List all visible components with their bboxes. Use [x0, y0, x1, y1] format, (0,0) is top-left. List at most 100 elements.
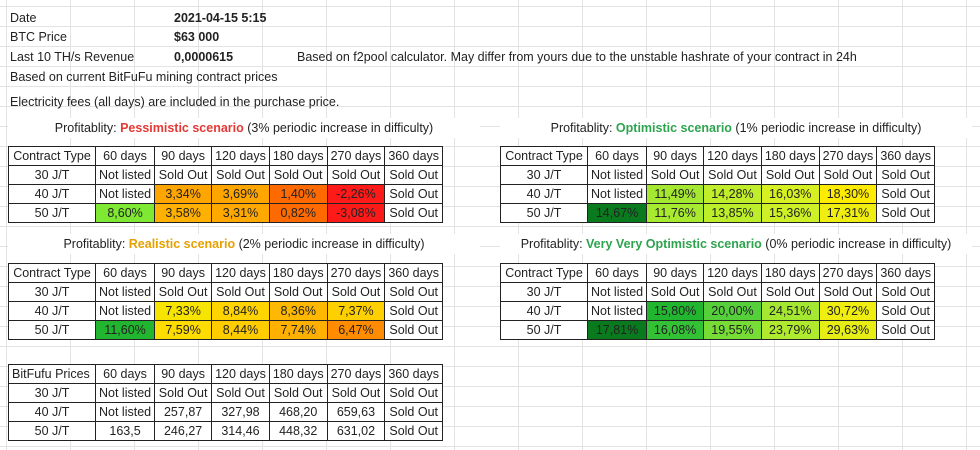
table-cell: 24,51% — [760, 301, 820, 321]
table-cell: Sold Out — [268, 165, 328, 185]
table-cell: Not listed — [94, 282, 156, 302]
table-cell: Sold Out — [268, 282, 328, 302]
table-cell: Sold Out — [384, 402, 444, 422]
column-header: 180 days — [268, 263, 328, 283]
table-cell: Sold Out — [818, 282, 878, 302]
table-row: 30 J/T Not listed Sold Out Sold Out Sold Out… — [500, 282, 936, 302]
row-label: 40 J/T — [500, 301, 588, 321]
table-cell: 13,85% — [703, 203, 762, 223]
row-label: 40 J/T — [8, 402, 96, 422]
table-cell: Sold Out — [760, 165, 820, 185]
table-cell: Sold Out — [876, 203, 936, 223]
table-row: 50 J/T 17,81% 16,08% 19,55% 23,79% 29,63% Sold… — [500, 320, 936, 340]
table-cell: Not listed — [586, 184, 648, 204]
optimistic-table: Contract Type 60 days 90 days 120 days 180 d… — [500, 146, 936, 223]
title-suffix: (3% periodic increase in difficulty) — [243, 121, 434, 135]
table-cell: Not listed — [94, 165, 156, 185]
row-label: 40 J/T — [8, 301, 96, 321]
table-cell: 7,59% — [154, 320, 213, 340]
table-cell: 7,33% — [154, 301, 213, 321]
column-header: 360 days — [384, 263, 444, 283]
table-cell: 14,28% — [703, 184, 762, 204]
table-cell: Not listed — [586, 165, 648, 185]
scenario-name: Very Very Optimistic scenario — [586, 237, 762, 251]
table-cell: Sold Out — [268, 383, 328, 403]
table-cell: 16,08% — [646, 320, 705, 340]
table-cell: Sold Out — [818, 165, 878, 185]
column-header: 120 days — [211, 364, 270, 384]
table-cell: Sold Out — [384, 421, 444, 441]
contract-prices-note: Based on current BitFuFu mining contract… — [10, 70, 278, 84]
scenario-name: Realistic scenario — [128, 237, 236, 251]
title-suffix: (2% periodic increase in difficulty) — [235, 237, 425, 251]
column-header: 270 days — [326, 146, 386, 166]
column-header: 60 days — [94, 146, 156, 166]
column-header: 90 days — [154, 146, 213, 166]
table-cell: Sold Out — [703, 165, 762, 185]
date-value: 2021-04-15 5:15 — [174, 11, 267, 25]
column-header-type: BitFufu Prices — [8, 364, 96, 384]
table-cell: Not listed — [586, 282, 648, 302]
column-header: 270 days — [326, 263, 386, 283]
table-cell: 468,20 — [268, 402, 328, 422]
column-header: 90 days — [154, 263, 213, 283]
table-cell: 7,37% — [326, 301, 386, 321]
table-cell: Sold Out — [876, 165, 936, 185]
table-cell: Sold Out — [876, 184, 936, 204]
table-cell: 3,58% — [154, 203, 213, 223]
table-cell: Sold Out — [646, 165, 705, 185]
btc-price-value: $63 000 — [174, 30, 220, 44]
table-cell: Not listed — [94, 301, 156, 321]
title-prefix: Profitablity: — [550, 121, 616, 135]
pessimistic-title: Profitablity: Pessimistic scenario (3% p… — [8, 118, 480, 138]
column-header: 180 days — [760, 263, 820, 283]
table-cell: Not listed — [94, 383, 156, 403]
table-header-row: Contract Type 60 days 90 days 120 days 180 d… — [8, 146, 444, 166]
table-cell: Sold Out — [384, 301, 444, 321]
table-cell: 29,63% — [818, 320, 878, 340]
table-cell: 17,81% — [586, 320, 648, 340]
table-cell: 257,87 — [154, 402, 213, 422]
column-header: 180 days — [268, 364, 328, 384]
table-row: 40 J/T Not listed 3,34% 3,69% 1,40% -2,26% Sol… — [8, 184, 444, 204]
column-header: 360 days — [384, 146, 444, 166]
row-label: 40 J/T — [500, 184, 588, 204]
date-label: Date — [10, 11, 37, 25]
table-row: 30 J/T Not listed Sold Out Sold Out Sold Out… — [8, 165, 444, 185]
table-cell: Sold Out — [760, 282, 820, 302]
column-header: 120 days — [703, 146, 762, 166]
row-label: 50 J/T — [8, 320, 96, 340]
table-cell: 30,72% — [818, 301, 878, 321]
column-header: 120 days — [211, 146, 270, 166]
table-cell: 17,31% — [818, 203, 878, 223]
revenue-label: Last 10 TH/s Revenue — [10, 50, 135, 64]
table-cell: Sold Out — [384, 184, 444, 204]
row-label: 50 J/T — [500, 203, 588, 223]
table-cell: 246,27 — [154, 421, 213, 441]
table-cell: Sold Out — [384, 203, 444, 223]
table-cell: Sold Out — [876, 320, 936, 340]
table-header-row: Contract Type 60 days 90 days 120 days 180 d… — [500, 263, 936, 283]
title-suffix: (0% periodic increase in difficulty) — [761, 237, 952, 251]
table-row: 30 J/T Not listed Sold Out Sold Out Sold Out… — [8, 282, 444, 302]
table-cell: 8,84% — [211, 301, 270, 321]
table-cell: 11,60% — [94, 320, 156, 340]
row-label: 30 J/T — [500, 165, 588, 185]
column-header: 60 days — [94, 364, 156, 384]
row-label: 30 J/T — [8, 165, 96, 185]
table-cell: 631,02 — [326, 421, 386, 441]
column-header: 90 days — [646, 146, 705, 166]
title-prefix: Profitablity: — [54, 121, 121, 135]
table-cell: Sold Out — [154, 383, 213, 403]
very-optimistic-title: Profitablity: Very Very Optimistic scena… — [500, 234, 972, 254]
table-cell: Sold Out — [876, 282, 936, 302]
table-row: 40 J/T Not listed 15,80% 20,00% 24,51% 30,72%… — [500, 301, 936, 321]
title-suffix: (1% periodic increase in difficulty) — [731, 121, 922, 135]
table-cell: Sold Out — [211, 282, 270, 302]
column-header: 360 days — [876, 263, 936, 283]
table-cell: Sold Out — [646, 282, 705, 302]
table-cell: 8,44% — [211, 320, 270, 340]
table-cell: Sold Out — [326, 282, 386, 302]
table-cell: 14,67% — [586, 203, 648, 223]
table-cell: -2,26% — [326, 184, 386, 204]
